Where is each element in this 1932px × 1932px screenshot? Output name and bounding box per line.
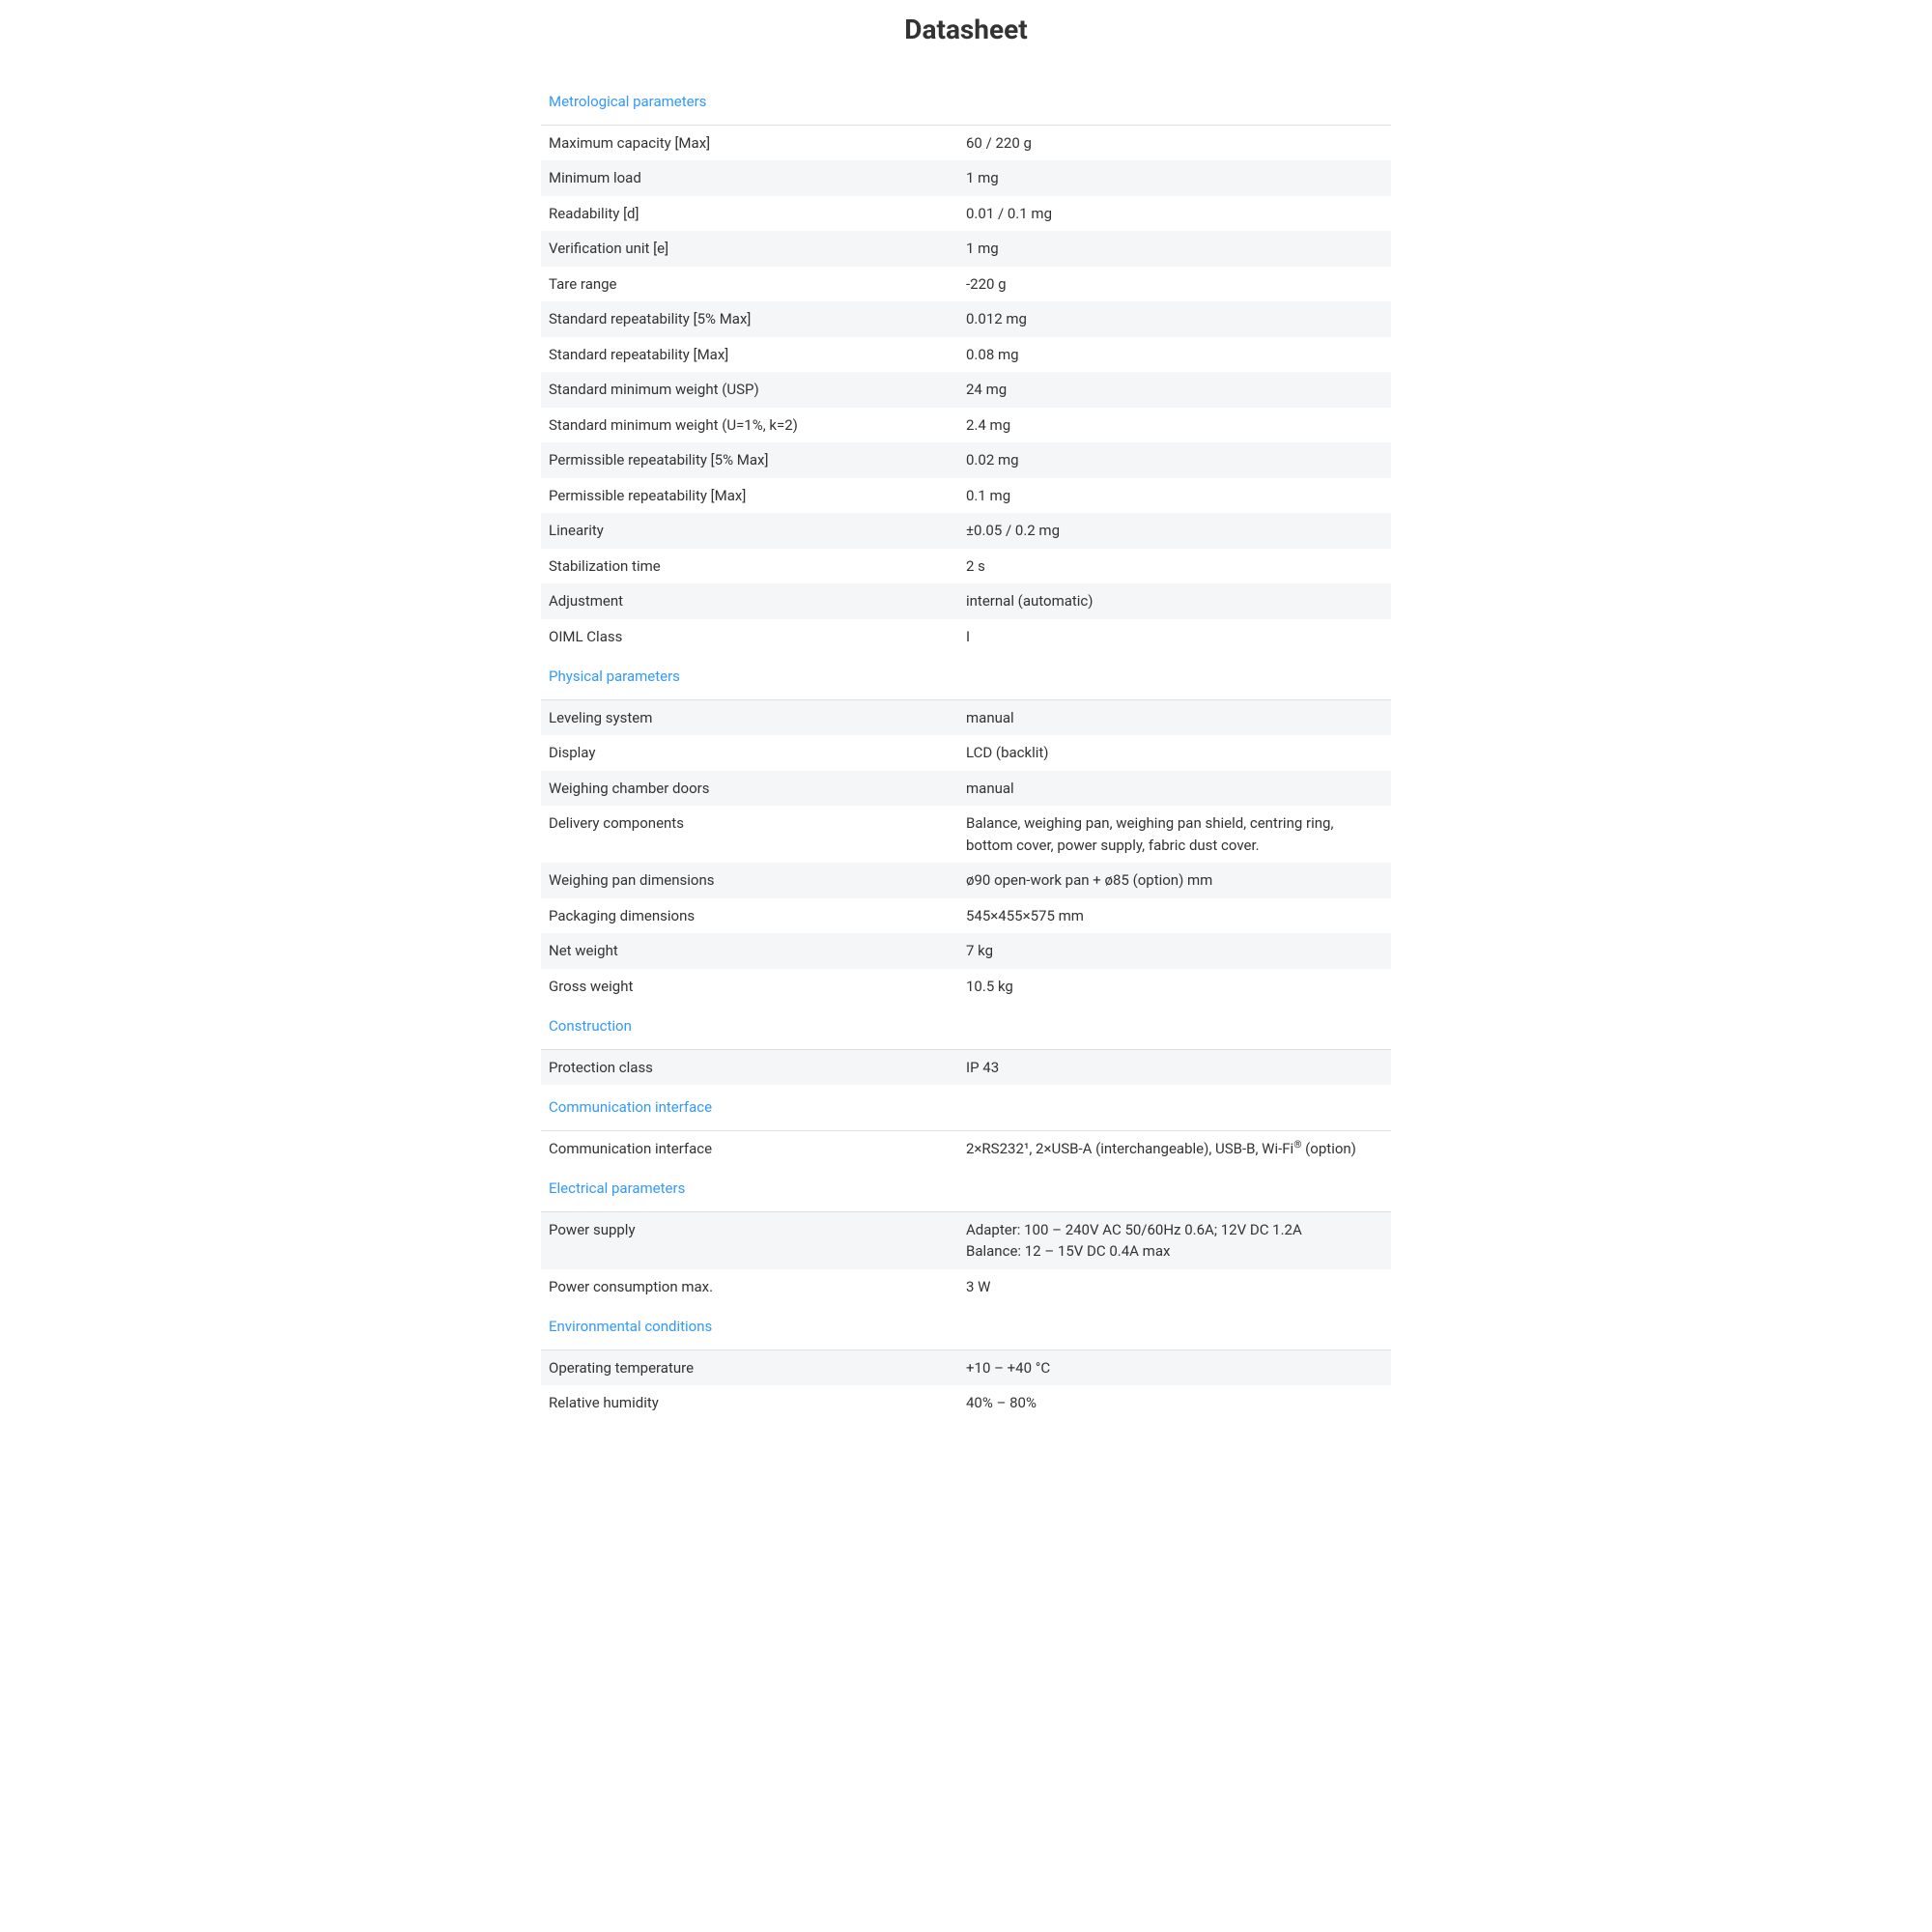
- spec-label: Delivery components: [549, 812, 966, 856]
- spec-value: 0.012 mg: [966, 308, 1383, 330]
- spec-label: Gross weight: [549, 976, 966, 998]
- spec-value: LCD (backlit): [966, 742, 1383, 764]
- spec-value: 7 kg: [966, 940, 1383, 962]
- spec-label: Power consumption max.: [549, 1276, 966, 1298]
- datasheet-container: Datasheet Metrological parameters Maximum…: [531, 10, 1401, 1460]
- spec-value: 1 mg: [966, 238, 1383, 260]
- spec-value: 0.02 mg: [966, 449, 1383, 471]
- spec-value: manual: [966, 778, 1383, 800]
- spec-value: manual: [966, 707, 1383, 729]
- spec-value: 10.5 kg: [966, 976, 1383, 998]
- spec-value: 24 mg: [966, 379, 1383, 401]
- spec-value: 3 W: [966, 1276, 1383, 1298]
- spec-value: 0.1 mg: [966, 485, 1383, 507]
- spec-label: Linearity: [549, 520, 966, 542]
- page-title: Datasheet: [541, 10, 1391, 50]
- spec-label: Communication interface: [549, 1138, 966, 1160]
- spec-label: Power supply: [549, 1219, 966, 1263]
- sections: Metrological parameters Maximum capacity …: [541, 79, 1391, 1421]
- section-title: Physical parameters: [541, 654, 1391, 700]
- spec-value: 2 s: [966, 555, 1383, 578]
- spec-label: Tare range: [549, 273, 966, 296]
- spec-value: 0.08 mg: [966, 344, 1383, 366]
- spec-label: Permissible repeatability [Max]: [549, 485, 966, 507]
- spec-value: Balance, weighing pan, weighing pan shie…: [966, 812, 1383, 856]
- spec-label: Packaging dimensions: [549, 905, 966, 927]
- spec-label: Minimum load: [549, 167, 966, 189]
- spec-value: ø90 open-work pan + ø85 (option) mm: [966, 869, 1383, 892]
- spec-label: Weighing chamber doors: [549, 778, 966, 800]
- spec-value: +10 – +40 °C: [966, 1357, 1383, 1379]
- spec-value: internal (automatic): [966, 590, 1383, 612]
- spec-label: Operating temperature: [549, 1357, 966, 1379]
- spec-label: Stabilization time: [549, 555, 966, 578]
- spec-label: Standard repeatability [5% Max]: [549, 308, 966, 330]
- spec-label: OIML Class: [549, 626, 966, 648]
- spec-label: Verification unit [e]: [549, 238, 966, 260]
- spec-label: Display: [549, 742, 966, 764]
- spec-value: 1 mg: [966, 167, 1383, 189]
- spec-label: Leveling system: [549, 707, 966, 729]
- spec-label: Standard repeatability [Max]: [549, 344, 966, 366]
- spec-label: Relative humidity: [549, 1392, 966, 1414]
- spec-label: Permissible repeatability [5% Max]: [549, 449, 966, 471]
- section-title: Environmental conditions: [541, 1304, 1391, 1350]
- spec-label: Readability [d]: [549, 203, 966, 225]
- spec-value: 40% – 80%: [966, 1392, 1383, 1414]
- spec-label: Standard minimum weight (U=1%, k=2): [549, 414, 966, 437]
- spec-value: -220 g: [966, 273, 1383, 296]
- spec-label: Weighing pan dimensions: [549, 869, 966, 892]
- spec-value: 2×RS232¹, 2×USB-A (interchangeable), USB…: [966, 1138, 1383, 1160]
- spec-value: IP 43: [966, 1057, 1383, 1079]
- spec-value: Adapter: 100 – 240V AC 50/60Hz 0.6A; 12V…: [966, 1219, 1383, 1263]
- spec-value: 0.01 / 0.1 mg: [966, 203, 1383, 225]
- spec-label: Maximum capacity [Max]: [549, 132, 966, 155]
- section-title: Construction: [541, 1004, 1391, 1050]
- section-title: Metrological parameters: [541, 79, 1391, 126]
- spec-value: 2.4 mg: [966, 414, 1383, 437]
- spec-label: Net weight: [549, 940, 966, 962]
- spec-value: I: [966, 626, 1383, 648]
- spec-value: 545×455×575 mm: [966, 905, 1383, 927]
- spec-value: ±0.05 / 0.2 mg: [966, 520, 1383, 542]
- spec-label: Standard minimum weight (USP): [549, 379, 966, 401]
- spec-value: 60 / 220 g: [966, 132, 1383, 155]
- section-title: Communication interface: [541, 1085, 1391, 1131]
- spec-label: Protection class: [549, 1057, 966, 1079]
- spec-label: Adjustment: [549, 590, 966, 612]
- section-title: Electrical parameters: [541, 1166, 1391, 1212]
